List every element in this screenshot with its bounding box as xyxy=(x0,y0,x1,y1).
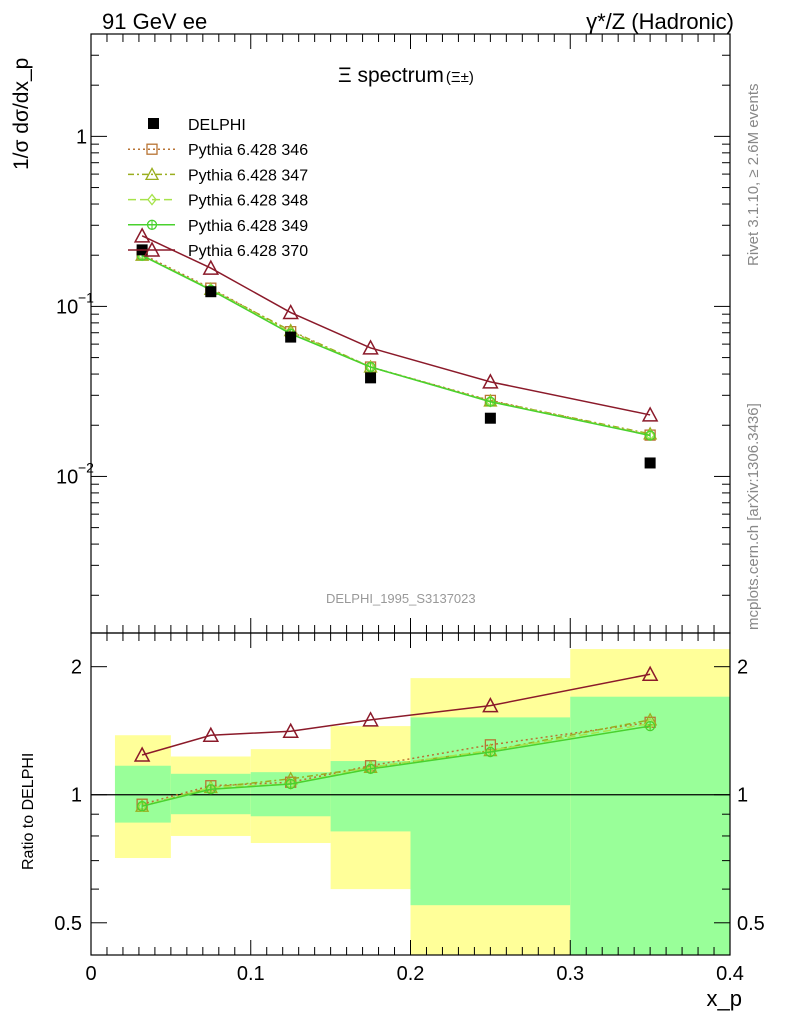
main-series-line-2 xyxy=(141,254,651,436)
x-tick-label-4: 0.4 xyxy=(716,963,744,985)
main-series-point-4-1 xyxy=(202,259,220,275)
data-point-3 xyxy=(365,372,377,384)
legend-label-2: Pythia 6.428 347 xyxy=(188,167,308,184)
axis-ticks: 0 0.1 0.2 0.3 0.410 −210 −110.5 0.51 12 2 xyxy=(54,33,765,985)
legend: DELPHI Pythia 6.428 346 Pythia 6.428 347 Py… xyxy=(128,117,308,260)
main-panel-series xyxy=(133,227,659,469)
ratio-series-point-3-4 xyxy=(485,746,496,758)
ratio-y-tick-label-left-0: 0.5 xyxy=(54,913,82,935)
main-series-line-3 xyxy=(141,254,651,437)
main-y-tick-exp-0: −2 xyxy=(78,459,94,475)
main-series-point-4-0 xyxy=(133,227,151,243)
data-point-5 xyxy=(644,457,656,469)
mcplots-text: mcplots.cern.ch [arXiv:1306.3436] xyxy=(745,403,762,630)
ratio-series-line-4 xyxy=(141,673,651,756)
ratio-y-tick-label-left-1: 1 xyxy=(71,785,82,807)
legend-data-marker xyxy=(148,118,159,129)
ratio-series-point-3-2 xyxy=(285,778,296,790)
legend-label-5: Pythia 6.428 370 xyxy=(188,243,308,260)
ratio-uncertainty-bands xyxy=(91,649,730,955)
data-point-1 xyxy=(205,286,217,298)
ratio-series-point-3-1 xyxy=(205,784,216,795)
main-series-point-3-4 xyxy=(485,396,496,407)
ratio-series-point-4-2 xyxy=(282,722,299,739)
analysis-watermark: DELPHI_1995_S3137023 xyxy=(326,591,476,606)
main-y-axis-label: 1/σ dσ/dx_p xyxy=(4,20,42,170)
ratio-series-point-4-3 xyxy=(362,711,379,727)
ratio-series-line-0 xyxy=(141,721,651,805)
main-series-line-1 xyxy=(141,254,651,435)
ratio-series-line-3 xyxy=(141,725,651,807)
ratio-y-tick-label-right-2: 2 xyxy=(737,657,748,679)
ratio-series-line-1 xyxy=(141,719,651,807)
header-process-label: γ*/Z (Hadronic) xyxy=(586,9,734,34)
main-series-point-4-5 xyxy=(641,406,659,422)
ratio-series-point-3-5 xyxy=(644,720,656,732)
header-energy-label: 91 GeV ee xyxy=(102,9,208,34)
ratio-series-point-3-3 xyxy=(365,763,376,775)
legend-label-0: DELPHI xyxy=(188,117,246,134)
legend-marker-4 xyxy=(146,219,158,230)
mcplots-label: mcplots.cern.ch [arXiv:1306.3436] xyxy=(745,342,767,630)
legend-label-1: Pythia 6.428 346 xyxy=(188,142,308,159)
ratio-series-point-4-5 xyxy=(641,665,659,681)
legend-marker-3 xyxy=(147,193,157,206)
data-point-4 xyxy=(484,412,496,424)
main-plot-frame xyxy=(90,33,731,634)
legend-label-3: Pythia 6.428 348 xyxy=(188,193,308,210)
x-tick-label-0: 0 xyxy=(85,963,96,985)
main-series-point-4-4 xyxy=(482,373,499,389)
main-y-tick-label-2: 1 xyxy=(76,126,87,148)
rivet-version-label: Rivet 3.1.10, ≥ 2.6M events xyxy=(745,36,767,267)
legend-marker-1 xyxy=(146,143,158,155)
x-tick-label-2: 0.2 xyxy=(397,963,425,985)
x-tick-label-3: 0.3 xyxy=(556,963,584,985)
main-series-point-3-5 xyxy=(644,430,656,441)
main-series-point-4-2 xyxy=(282,303,299,320)
main-series-line-0 xyxy=(141,253,651,436)
ratio-panel-series xyxy=(133,665,659,813)
main-series-point-4-3 xyxy=(362,339,379,355)
ratio-series-point-4-4 xyxy=(482,697,499,713)
ratio-series-point-3-0 xyxy=(136,801,148,812)
main-y-tick-label-1: 10 xyxy=(56,296,78,318)
ratio-y-tick-label-right-1: 1 xyxy=(737,785,748,807)
main-series-point-3-3 xyxy=(365,361,376,373)
legend-label-4: Pythia 6.428 349 xyxy=(188,218,308,235)
data-point-2 xyxy=(285,331,297,343)
ratio-series-point-4-1 xyxy=(202,726,220,742)
ratio-band-inner-5 xyxy=(570,696,730,955)
chart-title-suffix: (Ξ±) xyxy=(445,69,474,86)
chart-title-main: Ξ spectrum xyxy=(338,64,444,87)
ratio-series-point-4-0 xyxy=(133,746,151,762)
ratio-y-axis-label: Ratio to DELPHI xyxy=(20,700,50,870)
chart-title: Ξ spectrum (Ξ±) xyxy=(338,64,474,88)
main-y-axis-label-text: 1/σ dσ/dx_p xyxy=(10,57,33,170)
rivet-version-text: Rivet 3.1.10, ≥ 2.6M events xyxy=(745,83,762,267)
legend-marker-2 xyxy=(144,167,160,181)
ratio-y-axis-label-text: Ratio to DELPHI xyxy=(20,752,37,870)
ratio-y-tick-label-left-2: 2 xyxy=(71,657,82,679)
main-y-tick-exp-1: −1 xyxy=(78,289,94,305)
ratio-y-tick-label-right-0: 0.5 xyxy=(737,913,765,935)
x-axis-label: x_p xyxy=(706,986,742,1011)
legend-marker-5 xyxy=(143,241,161,257)
x-tick-label-1: 0.1 xyxy=(237,963,265,985)
main-y-tick-label-0: 10 xyxy=(56,466,78,488)
main-series-line-4 xyxy=(141,235,651,416)
